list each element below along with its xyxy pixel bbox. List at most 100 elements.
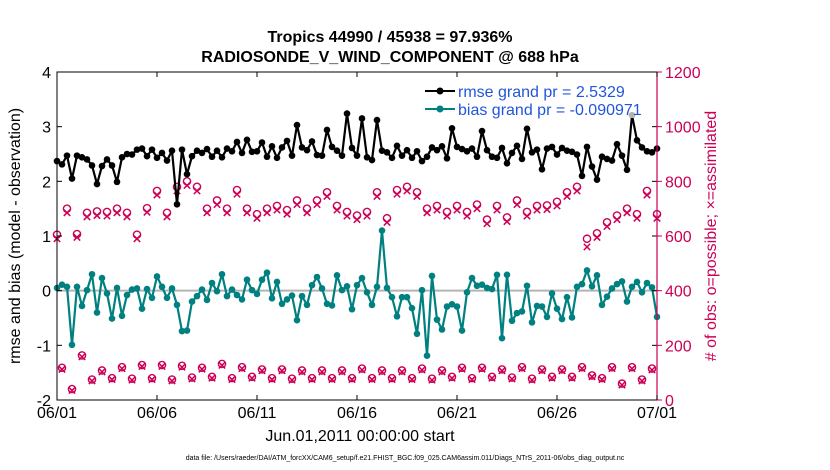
rmse-point bbox=[553, 151, 561, 158]
rmse-point bbox=[303, 146, 311, 154]
rmse-point bbox=[558, 144, 566, 152]
obs-possible-point bbox=[477, 363, 487, 373]
rmse-point bbox=[583, 143, 591, 151]
bias-point bbox=[523, 282, 531, 290]
rmse-point bbox=[643, 147, 651, 155]
rmse-point bbox=[118, 153, 126, 161]
bias-point bbox=[493, 271, 501, 279]
obs-possible-point bbox=[297, 366, 307, 375]
obs-assimilated-point bbox=[408, 375, 416, 384]
bias-point bbox=[573, 283, 581, 291]
obs-possible-point bbox=[317, 366, 327, 375]
obs-possible-point bbox=[307, 373, 317, 383]
obs-assimilated-point bbox=[498, 367, 506, 375]
obs-assimilated-point bbox=[618, 381, 626, 389]
obs-assimilated-point bbox=[583, 243, 591, 251]
obs-assimilated-point bbox=[58, 365, 66, 374]
obs-possible-point bbox=[397, 366, 407, 375]
rmse-point bbox=[238, 149, 246, 157]
obs-assimilated-point bbox=[73, 233, 81, 242]
obs-assimilated-point bbox=[263, 209, 271, 217]
right-tick-label: 1200 bbox=[665, 65, 701, 82]
x-tick-label: 06/01 bbox=[37, 405, 77, 422]
bias-point bbox=[623, 298, 631, 305]
obs-assimilated-point bbox=[573, 187, 581, 195]
bias-point bbox=[88, 270, 96, 278]
obs-possible-point bbox=[587, 371, 597, 380]
obs-assimilated-point bbox=[268, 375, 276, 384]
bias-point bbox=[463, 289, 471, 296]
obs-assimilated-point bbox=[293, 200, 301, 209]
rmse-point bbox=[333, 147, 341, 155]
rmse-point bbox=[503, 159, 511, 167]
rmse-point bbox=[463, 147, 471, 155]
rmse-point bbox=[533, 146, 541, 153]
left-tick-label: 4 bbox=[42, 65, 51, 82]
rmse-point bbox=[273, 154, 281, 162]
obs-assimilated-point bbox=[353, 215, 361, 224]
rmse-point bbox=[213, 147, 221, 155]
obs-assimilated-point bbox=[528, 376, 536, 384]
obs-assimilated-point bbox=[568, 374, 576, 382]
obs-possible-point bbox=[557, 365, 567, 374]
left-tick-label: -1 bbox=[37, 338, 51, 355]
bias-point bbox=[508, 317, 516, 325]
bias-point bbox=[283, 296, 291, 303]
rmse-point bbox=[193, 147, 201, 155]
rmse-point bbox=[338, 152, 346, 159]
rmse-point bbox=[168, 147, 176, 155]
bias-point bbox=[483, 284, 491, 292]
obs-assimilated-point bbox=[613, 215, 621, 224]
bias-point bbox=[263, 269, 271, 276]
obs-assimilated-point bbox=[373, 192, 381, 201]
bias-point bbox=[363, 289, 371, 296]
x-tick-label: 06/26 bbox=[537, 405, 577, 422]
rmse-point bbox=[73, 152, 81, 159]
rmse-point bbox=[453, 143, 461, 151]
rmse-point bbox=[608, 157, 616, 164]
obs-possible-point bbox=[207, 372, 217, 382]
bias-point bbox=[148, 294, 156, 302]
obs-possible-point bbox=[387, 373, 397, 383]
obs-assimilated-point bbox=[368, 375, 376, 384]
bias-point bbox=[278, 300, 286, 308]
rmse-point bbox=[293, 121, 301, 129]
rmse-point bbox=[448, 125, 456, 132]
rmse-point bbox=[268, 143, 276, 150]
rmse-point bbox=[378, 147, 386, 155]
rmse-point bbox=[278, 144, 286, 151]
rmse-point bbox=[633, 137, 641, 144]
bias-point bbox=[298, 292, 306, 300]
chart-subtitle: RADIOSONDE_V_WIND_COMPONENT @ 688 hPa bbox=[201, 49, 579, 66]
rmse-point bbox=[388, 154, 396, 162]
rmse-point bbox=[263, 153, 271, 161]
obs-assimilated-point bbox=[438, 368, 446, 376]
rmse-point bbox=[253, 147, 261, 155]
obs-possible-point bbox=[497, 365, 507, 374]
rmse-point bbox=[363, 153, 371, 161]
y-axis-label-right: # of obs: o=possible; ×=assimilated bbox=[703, 111, 720, 361]
bias-point bbox=[388, 293, 396, 301]
obs-assimilated-point bbox=[288, 376, 296, 384]
obs-assimilated-point bbox=[518, 364, 526, 373]
bias-point bbox=[488, 285, 496, 293]
obs-assimilated-point bbox=[88, 377, 96, 385]
rmse-point bbox=[308, 138, 316, 145]
bias-point bbox=[598, 301, 606, 309]
bias-point bbox=[498, 334, 506, 342]
obs-possible-point bbox=[447, 372, 457, 382]
rmse-point bbox=[568, 148, 576, 156]
bias-point bbox=[103, 290, 111, 297]
rmse-point bbox=[153, 154, 161, 162]
bias-point bbox=[433, 316, 441, 323]
obs-assimilated-point bbox=[548, 374, 556, 382]
obs-assimilated-point bbox=[423, 209, 431, 217]
rmse-point bbox=[298, 144, 306, 151]
obs-assimilated-point bbox=[108, 375, 116, 384]
obs-assimilated-point bbox=[313, 200, 321, 209]
rmse-point bbox=[283, 137, 291, 145]
rmse-point bbox=[508, 149, 516, 157]
bias-point bbox=[563, 293, 571, 301]
rmse-point bbox=[218, 153, 226, 161]
obs-assimilated-point bbox=[588, 373, 596, 381]
